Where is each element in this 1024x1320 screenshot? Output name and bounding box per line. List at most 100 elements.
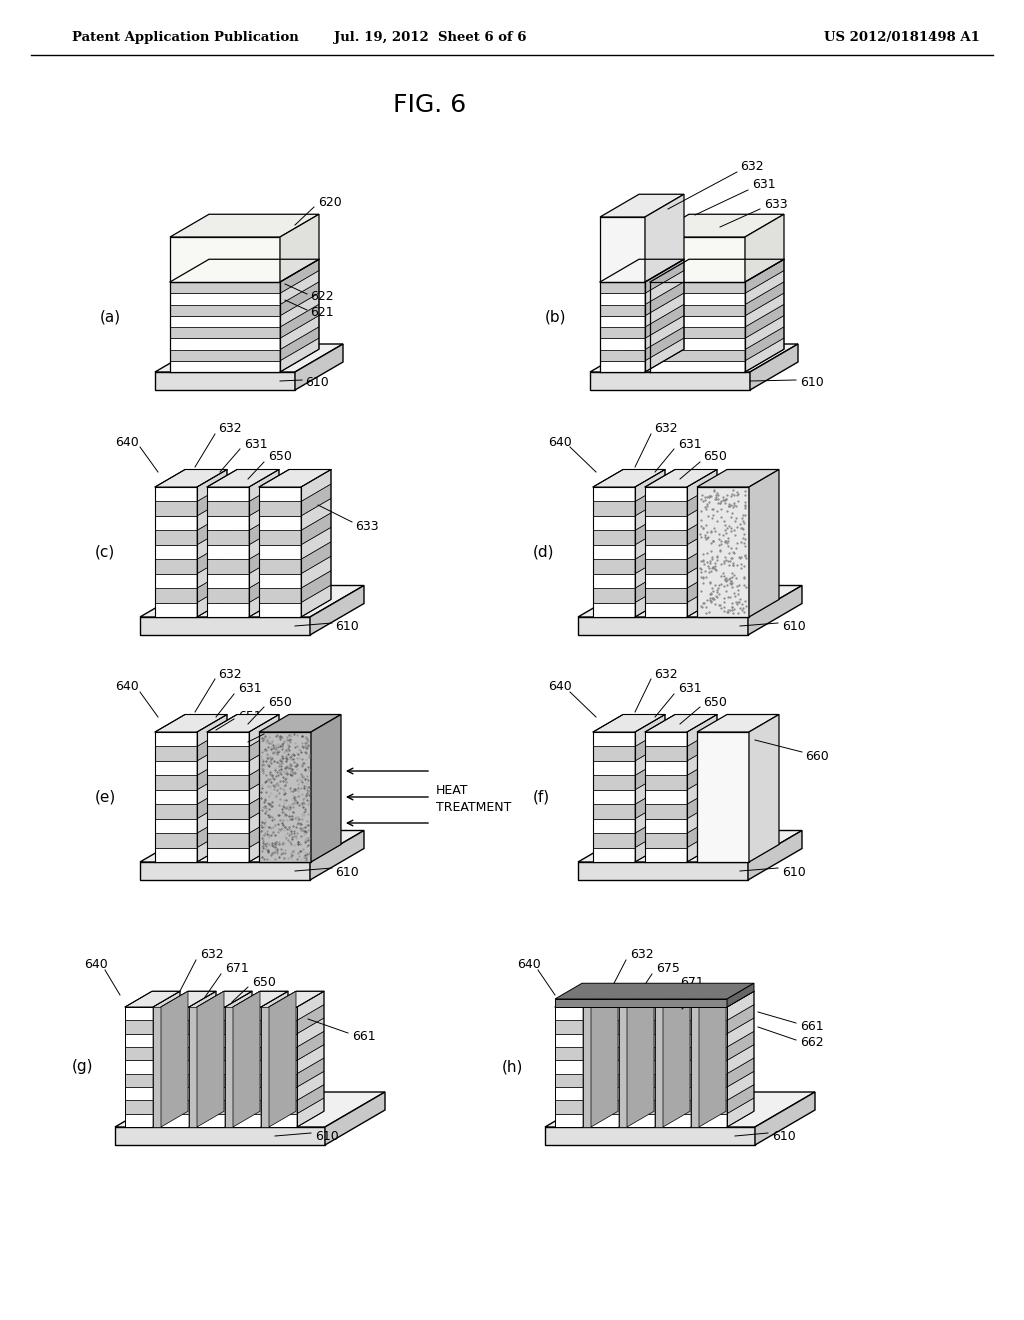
Text: 610: 610 xyxy=(772,1130,796,1143)
Polygon shape xyxy=(555,1101,583,1114)
Polygon shape xyxy=(687,729,717,760)
Polygon shape xyxy=(261,991,288,1020)
Polygon shape xyxy=(155,345,343,372)
Polygon shape xyxy=(155,589,197,602)
Polygon shape xyxy=(197,1007,225,1020)
Polygon shape xyxy=(197,570,227,602)
Polygon shape xyxy=(197,1020,225,1034)
Polygon shape xyxy=(170,293,280,305)
Polygon shape xyxy=(555,1114,583,1127)
Text: Patent Application Publication: Patent Application Publication xyxy=(72,32,299,45)
Polygon shape xyxy=(618,1072,646,1101)
Polygon shape xyxy=(645,746,687,760)
Polygon shape xyxy=(591,1020,618,1034)
Polygon shape xyxy=(745,327,784,360)
Polygon shape xyxy=(593,487,635,502)
Polygon shape xyxy=(249,585,279,616)
Polygon shape xyxy=(140,586,364,616)
Polygon shape xyxy=(197,499,227,531)
Polygon shape xyxy=(583,1098,610,1127)
Polygon shape xyxy=(269,1047,297,1060)
Polygon shape xyxy=(249,743,279,775)
Polygon shape xyxy=(645,194,684,282)
Text: 610: 610 xyxy=(782,866,806,879)
Polygon shape xyxy=(650,293,745,305)
Polygon shape xyxy=(249,801,279,833)
Polygon shape xyxy=(197,801,227,833)
Polygon shape xyxy=(687,830,717,862)
Polygon shape xyxy=(699,1060,727,1073)
Polygon shape xyxy=(655,1072,682,1101)
Text: TREATMENT: TREATMENT xyxy=(436,801,511,814)
Polygon shape xyxy=(197,1047,225,1060)
Polygon shape xyxy=(627,1073,655,1086)
Polygon shape xyxy=(301,470,331,502)
Polygon shape xyxy=(197,787,227,818)
Text: 632: 632 xyxy=(200,949,223,961)
Polygon shape xyxy=(645,516,687,531)
Polygon shape xyxy=(618,1031,646,1060)
Polygon shape xyxy=(663,1007,691,1020)
Polygon shape xyxy=(687,484,717,516)
Polygon shape xyxy=(269,991,324,1007)
Polygon shape xyxy=(749,470,779,616)
Polygon shape xyxy=(699,1114,727,1127)
Polygon shape xyxy=(155,470,227,487)
Polygon shape xyxy=(155,531,197,545)
Polygon shape xyxy=(663,991,718,1007)
Polygon shape xyxy=(749,714,779,862)
Polygon shape xyxy=(600,338,645,350)
Polygon shape xyxy=(189,1018,216,1047)
Text: 621: 621 xyxy=(310,305,334,318)
Polygon shape xyxy=(687,714,717,746)
Polygon shape xyxy=(197,470,227,502)
Polygon shape xyxy=(249,484,279,516)
Polygon shape xyxy=(301,541,331,574)
Text: (h): (h) xyxy=(502,1060,523,1074)
Polygon shape xyxy=(635,570,665,602)
Polygon shape xyxy=(249,714,279,746)
Polygon shape xyxy=(583,1005,610,1034)
Polygon shape xyxy=(687,499,717,531)
Text: 660: 660 xyxy=(805,751,828,763)
Text: 610: 610 xyxy=(782,620,806,634)
Polygon shape xyxy=(593,818,635,833)
Polygon shape xyxy=(645,714,717,733)
Polygon shape xyxy=(197,556,227,589)
Text: 632: 632 xyxy=(654,668,678,681)
Polygon shape xyxy=(593,602,635,616)
Polygon shape xyxy=(280,271,319,305)
Polygon shape xyxy=(627,1007,655,1020)
Polygon shape xyxy=(207,714,279,733)
Polygon shape xyxy=(591,1101,618,1114)
Polygon shape xyxy=(627,991,682,1007)
Polygon shape xyxy=(259,602,301,616)
Polygon shape xyxy=(687,816,717,847)
Polygon shape xyxy=(249,556,279,589)
Polygon shape xyxy=(699,991,754,1007)
Polygon shape xyxy=(153,1085,180,1114)
Polygon shape xyxy=(155,502,197,516)
Polygon shape xyxy=(655,1018,682,1047)
Polygon shape xyxy=(115,1092,385,1127)
Polygon shape xyxy=(269,1007,297,1020)
Polygon shape xyxy=(161,1034,189,1047)
Polygon shape xyxy=(161,1101,189,1114)
Polygon shape xyxy=(261,1098,288,1127)
Text: 640: 640 xyxy=(115,681,138,693)
Polygon shape xyxy=(249,541,279,574)
Polygon shape xyxy=(155,804,197,818)
Polygon shape xyxy=(259,714,341,733)
Polygon shape xyxy=(207,818,249,833)
Text: 650: 650 xyxy=(703,696,727,709)
Polygon shape xyxy=(635,513,665,545)
Polygon shape xyxy=(591,1060,618,1073)
Polygon shape xyxy=(555,983,754,999)
Polygon shape xyxy=(727,1057,754,1086)
Polygon shape xyxy=(635,801,665,833)
Polygon shape xyxy=(261,1044,288,1073)
Polygon shape xyxy=(153,1031,180,1060)
Text: 631: 631 xyxy=(238,682,261,696)
Polygon shape xyxy=(699,991,726,1127)
Polygon shape xyxy=(650,338,745,350)
